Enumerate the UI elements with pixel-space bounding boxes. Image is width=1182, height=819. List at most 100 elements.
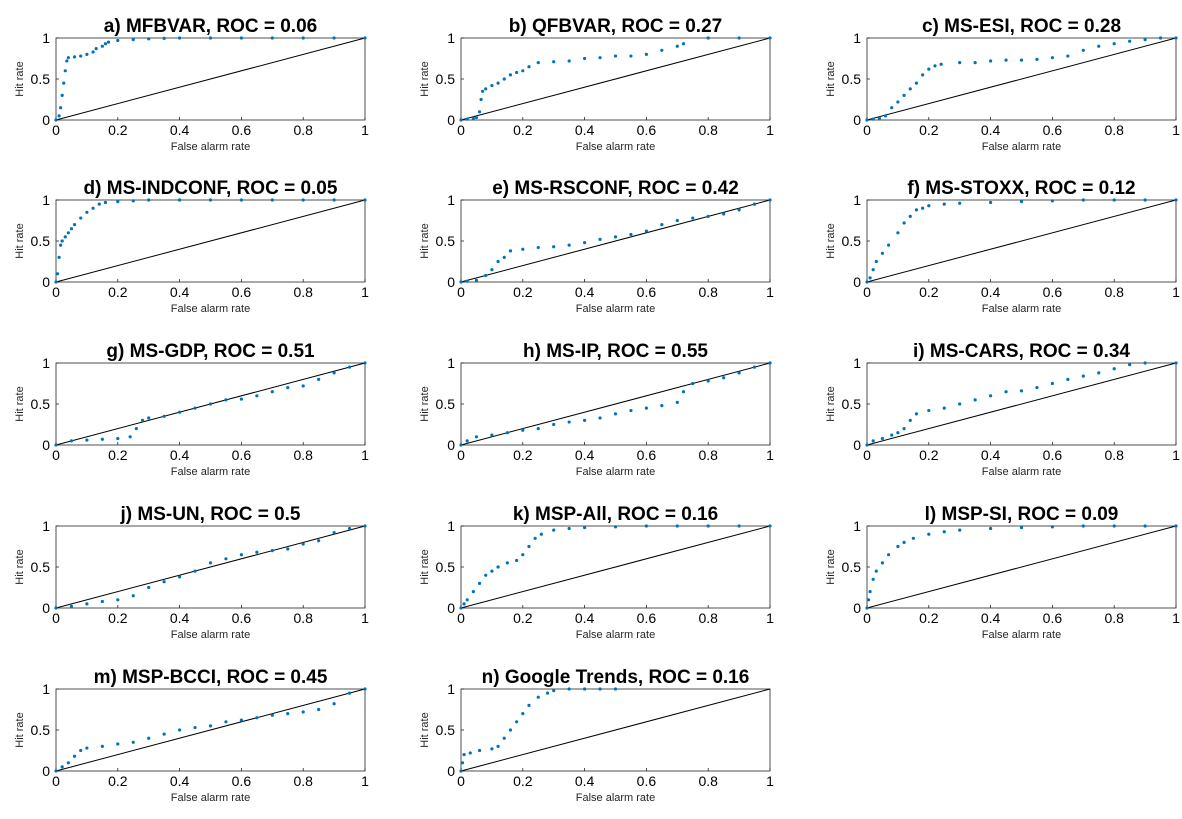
x-tick-label: 1 <box>1172 122 1180 138</box>
roc-point <box>521 247 525 251</box>
roc-point <box>471 116 475 120</box>
x-tick-label: 0.2 <box>108 284 128 300</box>
roc-point <box>629 232 633 237</box>
roc-point <box>484 273 488 278</box>
diagonal-reference-line <box>460 525 771 609</box>
roc-point <box>583 418 587 422</box>
y-axis-label: Hit rate <box>419 61 431 96</box>
roc-point <box>989 59 993 63</box>
roc-point <box>484 573 488 577</box>
roc-point <box>128 435 132 439</box>
roc-point <box>902 540 906 545</box>
roc-point <box>301 384 305 388</box>
roc-point <box>598 237 602 241</box>
panel-title: j) MS-UN, ROC = 0.5 <box>120 504 301 525</box>
roc-point <box>131 740 135 744</box>
y-tick-label: 0 <box>42 112 50 128</box>
roc-point <box>317 539 321 543</box>
y-tick-label: 0 <box>853 600 861 616</box>
x-tick-label: 0.4 <box>170 284 190 300</box>
roc-point <box>508 73 513 77</box>
roc-point <box>134 427 138 431</box>
roc-point <box>347 526 352 531</box>
roc-point <box>479 97 483 102</box>
x-tick-label: 0 <box>863 284 871 300</box>
roc-point <box>874 259 878 264</box>
roc-point <box>239 718 243 722</box>
roc-point <box>552 60 556 64</box>
roc-point <box>768 361 772 365</box>
roc-point <box>1066 54 1070 58</box>
roc-point <box>515 70 519 75</box>
panel-title: c) MS-ESI, ROC = 0.28 <box>922 16 1121 37</box>
roc-point <box>94 47 98 51</box>
x-tick-label: 0.8 <box>293 610 313 626</box>
roc-point <box>583 526 587 530</box>
roc-point <box>459 280 463 284</box>
x-tick-label: 0.6 <box>1043 122 1063 138</box>
x-tick-label: 0.2 <box>108 610 128 626</box>
roc-point <box>973 61 977 65</box>
x-axis-label: False alarm rate <box>576 792 655 804</box>
roc-point <box>737 524 741 528</box>
roc-point <box>660 223 664 227</box>
roc-point <box>1050 381 1054 386</box>
panel-title: e) MS-RSCONF, ROC = 0.42 <box>492 178 739 199</box>
x-tick-label: 0.4 <box>575 610 595 626</box>
roc-point <box>927 67 931 71</box>
roc-point <box>496 81 500 85</box>
roc-point <box>85 602 89 606</box>
x-tick-label: 0.6 <box>1043 284 1063 300</box>
x-tick-label: 0.2 <box>108 447 128 463</box>
roc-point <box>1019 389 1024 393</box>
roc-point <box>490 747 494 751</box>
x-tick-label: 0 <box>863 610 871 626</box>
x-tick-label: 0.6 <box>637 122 657 138</box>
y-tick-label: 0 <box>447 763 455 779</box>
roc-point <box>72 55 77 59</box>
roc-point <box>973 398 977 402</box>
roc-point <box>477 748 482 753</box>
roc-point <box>768 198 772 202</box>
diagonal-reference-line <box>55 199 366 283</box>
roc-point <box>914 412 919 416</box>
y-tick-label: 1 <box>853 192 861 208</box>
x-tick-label: 0.8 <box>293 773 313 789</box>
roc-point <box>958 528 962 532</box>
roc-point <box>72 754 77 758</box>
roc-point <box>65 59 69 63</box>
panel-title: i) MS-CARS, ROC = 0.34 <box>913 341 1130 362</box>
roc-point <box>527 65 531 69</box>
roc-point <box>1019 526 1024 530</box>
y-axis-label: Hit rate <box>419 386 431 421</box>
roc-point <box>79 748 83 753</box>
roc-point <box>459 769 463 773</box>
roc-point <box>644 229 649 233</box>
roc-point <box>536 245 540 250</box>
x-tick-label: 0.6 <box>232 284 252 300</box>
roc-point <box>55 272 60 276</box>
roc-point <box>644 524 649 528</box>
panel-title: k) MSP-All, ROC = 0.16 <box>513 504 718 525</box>
roc-point <box>286 712 290 716</box>
roc-point <box>880 251 885 255</box>
y-tick-label: 0.5 <box>842 71 862 87</box>
roc-point <box>502 255 506 259</box>
roc-point <box>887 553 891 557</box>
y-axis-label: Hit rate <box>14 549 26 584</box>
roc-point <box>567 420 571 424</box>
diagonal-reference-line <box>866 525 1177 609</box>
roc-point <box>675 218 679 223</box>
roc-point <box>942 530 946 534</box>
roc-point <box>131 199 135 203</box>
roc-point <box>57 255 61 259</box>
roc-point <box>502 77 506 81</box>
roc-point <box>460 761 465 765</box>
roc-point <box>116 436 120 441</box>
roc-point <box>286 547 290 551</box>
diagonal-reference-line <box>460 37 771 121</box>
y-tick-label: 0 <box>853 112 861 128</box>
roc-point <box>496 744 500 749</box>
diagonal-reference-line <box>55 525 366 609</box>
roc-point <box>100 744 104 749</box>
